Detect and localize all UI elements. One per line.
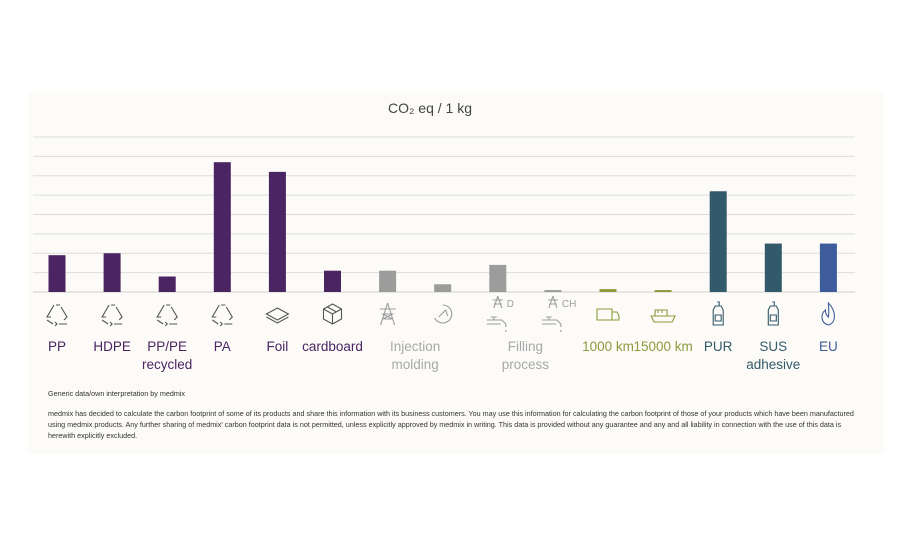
bar [213,162,231,292]
icon [46,304,68,327]
icon-part [265,307,290,324]
icon [379,302,396,326]
category-label: Injection molding [389,339,441,372]
icon [101,304,123,327]
chart-title: CO₂ eq / 1 kg [388,100,472,116]
icon-part [492,295,503,309]
category-label: 15000 km [633,339,693,354]
category-label: PA [213,339,231,354]
icon-part [541,316,562,332]
icon-label: CH [562,299,576,310]
icon [821,301,835,326]
icon-part [101,304,123,327]
bar [48,255,66,292]
icon [156,304,178,327]
icon-part [322,303,343,325]
icon [712,301,724,326]
icon [211,304,233,327]
category-label: PUR [703,339,733,354]
bar [544,290,562,292]
bar [819,243,837,292]
bar [158,276,176,292]
icon-part [767,301,779,326]
icon-part [156,304,178,327]
icon [650,309,676,323]
icon-part [211,304,233,327]
category-label: EU [819,339,838,354]
icon [434,304,453,324]
bar [434,284,452,292]
icon [541,295,562,332]
source-note: Generic data/own interpretation by medmi… [48,389,186,398]
bar [324,270,341,292]
icon-part [434,304,453,324]
icon-label: D [507,299,514,310]
icon [486,295,507,332]
icon-part [821,301,835,326]
icon-part [596,308,620,321]
bar [489,264,507,292]
icon-part [486,316,507,332]
bar [599,289,617,292]
icon-part [46,304,68,327]
icon-part [379,302,396,326]
icon [322,303,343,325]
bar [654,290,672,292]
category-label: SUS adhesive [746,339,801,372]
icon [767,301,779,326]
bar [709,191,727,292]
category-label: HDPE [93,339,131,354]
category-label: PP [47,339,66,354]
icon [596,308,620,321]
category-label: PP/PE recycled [142,339,193,372]
bar [764,243,782,292]
disclaimer: medmix has decided to calculate the carb… [48,409,854,440]
category-label: Foil [266,339,289,354]
category-label: Filling process [501,339,549,372]
icon-part [712,301,724,326]
category-label: cardboard [302,339,363,354]
icon [265,307,290,324]
icon-part [650,309,676,323]
bar [268,171,286,292]
bar [379,270,397,292]
category-label: 1000 km [582,339,634,354]
icon-part [547,295,558,309]
bar [103,253,121,292]
